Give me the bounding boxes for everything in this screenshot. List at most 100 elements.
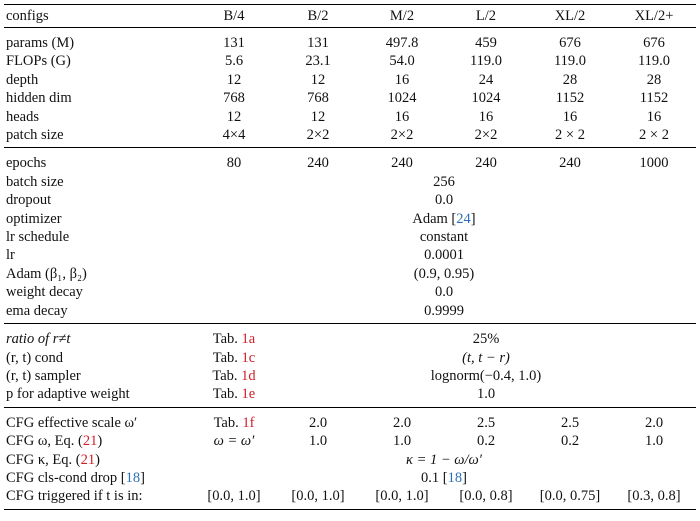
- row-label: epochs: [6, 155, 47, 172]
- tab-cell: Tab. 1a: [192, 324, 276, 349]
- cell: 16: [478, 108, 494, 125]
- cell: 23.1: [305, 53, 331, 70]
- tab-text: Tab.: [212, 386, 242, 403]
- row-cfg-kappa: CFG κ, Eq. (21) κ = 1 − ω/ω′: [4, 451, 696, 469]
- cell: 2 × 2: [528, 126, 612, 149]
- cell-span: lognorm(−0.4, 1.0): [430, 367, 542, 384]
- row-optimizer: optimizer Adam [24]: [4, 210, 696, 228]
- row-ema-decay: ema decay 0.9999: [4, 301, 696, 325]
- equation-ref-link[interactable]: 21: [82, 433, 98, 450]
- row-label: depth: [6, 71, 39, 88]
- cell: 2 × 2: [612, 126, 696, 149]
- cell: ω = ω′: [213, 433, 255, 450]
- row-label: heads: [6, 108, 40, 125]
- citation-link[interactable]: 18: [125, 469, 141, 486]
- cell: 240: [475, 155, 497, 172]
- table-ref-link[interactable]: 1a: [241, 331, 256, 348]
- cell: 2.0: [392, 414, 412, 431]
- cell: 16: [646, 108, 662, 125]
- row-cfg-scale: CFG effective scale ω′ Tab. 1f 2.0 2.0 2…: [4, 407, 696, 432]
- table-ref-link[interactable]: 1f: [242, 414, 255, 431]
- row-label: lr: [6, 247, 15, 264]
- cell: 119.0: [469, 53, 503, 70]
- cell: 28: [562, 71, 578, 88]
- cell: 28: [646, 71, 662, 88]
- header-col: L/2: [444, 4, 528, 28]
- cell: 676: [643, 35, 665, 51]
- cell-span: 0.0: [434, 284, 454, 301]
- tab-text: Tab.: [212, 367, 242, 384]
- cell-span: Adam [24]: [192, 210, 696, 228]
- cell: 240: [307, 155, 329, 172]
- cell: 2×2: [444, 126, 528, 149]
- cell-span: 256: [433, 173, 455, 190]
- row-label: CFG ω, Eq. (21): [4, 432, 192, 450]
- cell: 459: [475, 35, 497, 51]
- cell: 2×2: [276, 126, 360, 149]
- cell: 1024: [387, 90, 417, 107]
- tab-text: Tab.: [213, 414, 243, 431]
- citation-link[interactable]: 24: [456, 210, 471, 227]
- cell-span: 0.0: [434, 192, 454, 209]
- citation-link[interactable]: 18: [447, 469, 463, 486]
- row-label: batch size: [6, 173, 64, 190]
- cell: [0.0, 1.0]: [360, 487, 444, 510]
- row-adam-beta: Adam (β₁, β₂) (0.9, 0.95): [4, 265, 696, 283]
- cell: [0.3, 0.8]: [612, 487, 696, 510]
- cell-span: (0.9, 0.95): [413, 265, 475, 282]
- row-label: dropout: [6, 192, 52, 209]
- equation-ref-link[interactable]: 21: [80, 451, 96, 468]
- row-rt-cond: (r, t) cond Tab. 1c (t, t − r): [4, 349, 696, 367]
- cell: 2×2: [360, 126, 444, 149]
- tab-cell: Tab. 1f: [192, 407, 276, 432]
- row-label: optimizer: [6, 210, 62, 227]
- cell: 2.0: [644, 414, 664, 431]
- row-label: params (M): [6, 35, 75, 51]
- cell: 2.0: [308, 414, 328, 431]
- cell: 12: [310, 71, 326, 88]
- cell: 80: [226, 155, 242, 172]
- cell: [0.0, 1.0]: [276, 487, 360, 510]
- row-label: ratio of r≠t: [6, 331, 71, 348]
- cell: 768: [307, 90, 329, 107]
- header-row: configs B/4 B/2 M/2 L/2 XL/2 XL/2+: [4, 4, 696, 28]
- header-col: XL/2+: [612, 4, 696, 28]
- row-weight-decay: weight decay 0.0: [4, 283, 696, 301]
- row-adaptive-weight: p for adaptive weight Tab. 1e 1.0: [4, 385, 696, 408]
- row-depth: depth 12 12 16 24 28 28: [4, 71, 696, 89]
- row-label: CFG triggered if t is in:: [4, 487, 192, 510]
- row-lr: lr 0.0001: [4, 246, 696, 264]
- cell: 119.0: [553, 53, 587, 70]
- cell: 1.0: [644, 433, 664, 450]
- paren: ): [95, 451, 100, 468]
- row-batch-size: batch size 256: [4, 173, 696, 191]
- table-ref-link[interactable]: 1e: [241, 386, 256, 403]
- row-label: weight decay: [6, 284, 83, 301]
- cell: 1024: [471, 90, 501, 107]
- row-label: patch size: [4, 126, 192, 149]
- bracket: ]: [140, 469, 145, 486]
- cell: 12: [226, 71, 242, 88]
- cell: 0.2: [476, 433, 496, 450]
- row-label: CFG κ, Eq. (21): [4, 451, 192, 469]
- paren: ): [97, 433, 103, 450]
- table-ref-link[interactable]: 1c: [241, 349, 256, 366]
- row-cfg-trigger: CFG triggered if t is in: [0.0, 1.0] [0.…: [4, 487, 696, 510]
- row-ratio: ratio of r≠t Tab. 1a 25%: [4, 324, 696, 349]
- table-ref-link[interactable]: 1d: [241, 367, 256, 384]
- drop-value: 0.1 [: [421, 469, 448, 486]
- row-label: Adam (β₁, β₂): [6, 265, 87, 282]
- cell: 5.6: [224, 53, 244, 70]
- cell: 676: [559, 35, 581, 51]
- header-col: M/2: [360, 4, 444, 28]
- cell-span: (t, t − r): [462, 349, 510, 366]
- cell-span: 0.9999: [192, 301, 696, 325]
- label-text: CFG cls-cond drop [: [6, 469, 126, 486]
- header-col: B/4: [192, 4, 276, 28]
- row-epochs: epochs 80 240 240 240 240 1000: [4, 148, 696, 173]
- cell: 0.2: [560, 433, 580, 450]
- row-label: ema decay: [4, 301, 192, 325]
- cell: 16: [394, 108, 410, 125]
- cell: [0.0, 1.0]: [192, 487, 276, 510]
- cell: 119.0: [637, 53, 671, 70]
